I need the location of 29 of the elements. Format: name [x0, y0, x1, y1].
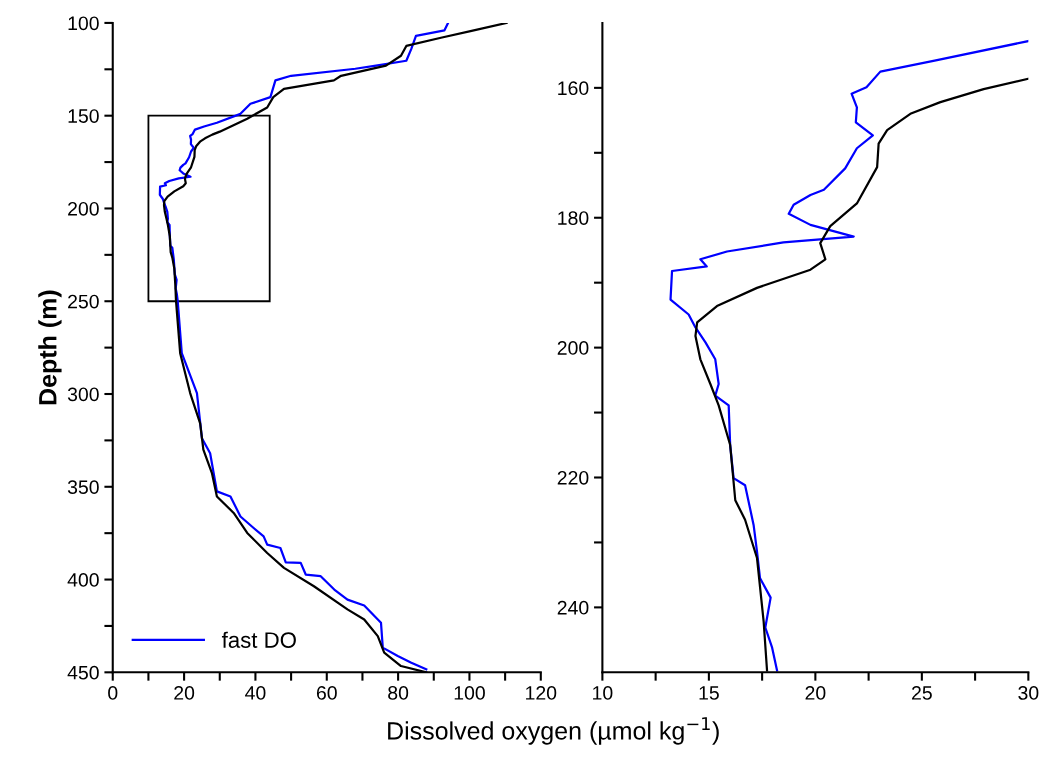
x-axis-title: Dissolved oxygen (µmol kg$^{−1}$): [388, 717, 719, 745]
x-tick-label: 20: [174, 686, 195, 700]
y-tick-label: 160: [558, 81, 589, 96]
y-tick-label: 400: [67, 573, 99, 587]
y-tick-label: 220: [557, 470, 589, 485]
y-tick-label: 450: [67, 665, 99, 680]
line-series: [158, 22, 450, 671]
y-tick-label: 180: [558, 211, 589, 225]
x-tick-label: 60: [316, 686, 337, 700]
y-tick-label: 300: [67, 387, 99, 402]
y-tick-label: 150: [68, 109, 99, 123]
x-tick-label: 10: [593, 686, 613, 700]
x-tick-label: 40: [245, 686, 266, 700]
x-tick-label: 25: [912, 686, 932, 700]
x-tick-label: 15: [699, 686, 719, 700]
y-tick-label: 200: [557, 341, 589, 355]
y-tick-label: 350: [67, 480, 99, 495]
x-tick-label: 0: [108, 686, 118, 700]
x-tick-label: 80: [388, 686, 409, 700]
x-tick-label: 100: [454, 686, 485, 700]
y-axis-title: Depth (m): [38, 290, 62, 405]
y-tick-label: 100: [68, 16, 99, 31]
y-tick-label: 200: [68, 201, 99, 216]
x-tick-label: 120: [526, 686, 557, 700]
y-tick-label: 250: [68, 294, 99, 309]
x-tick-label: 30: [1018, 686, 1039, 700]
x-tick-label: 20: [805, 686, 826, 700]
legend-label: fast DO: [221, 631, 296, 648]
y-tick-label: 240: [557, 600, 589, 615]
